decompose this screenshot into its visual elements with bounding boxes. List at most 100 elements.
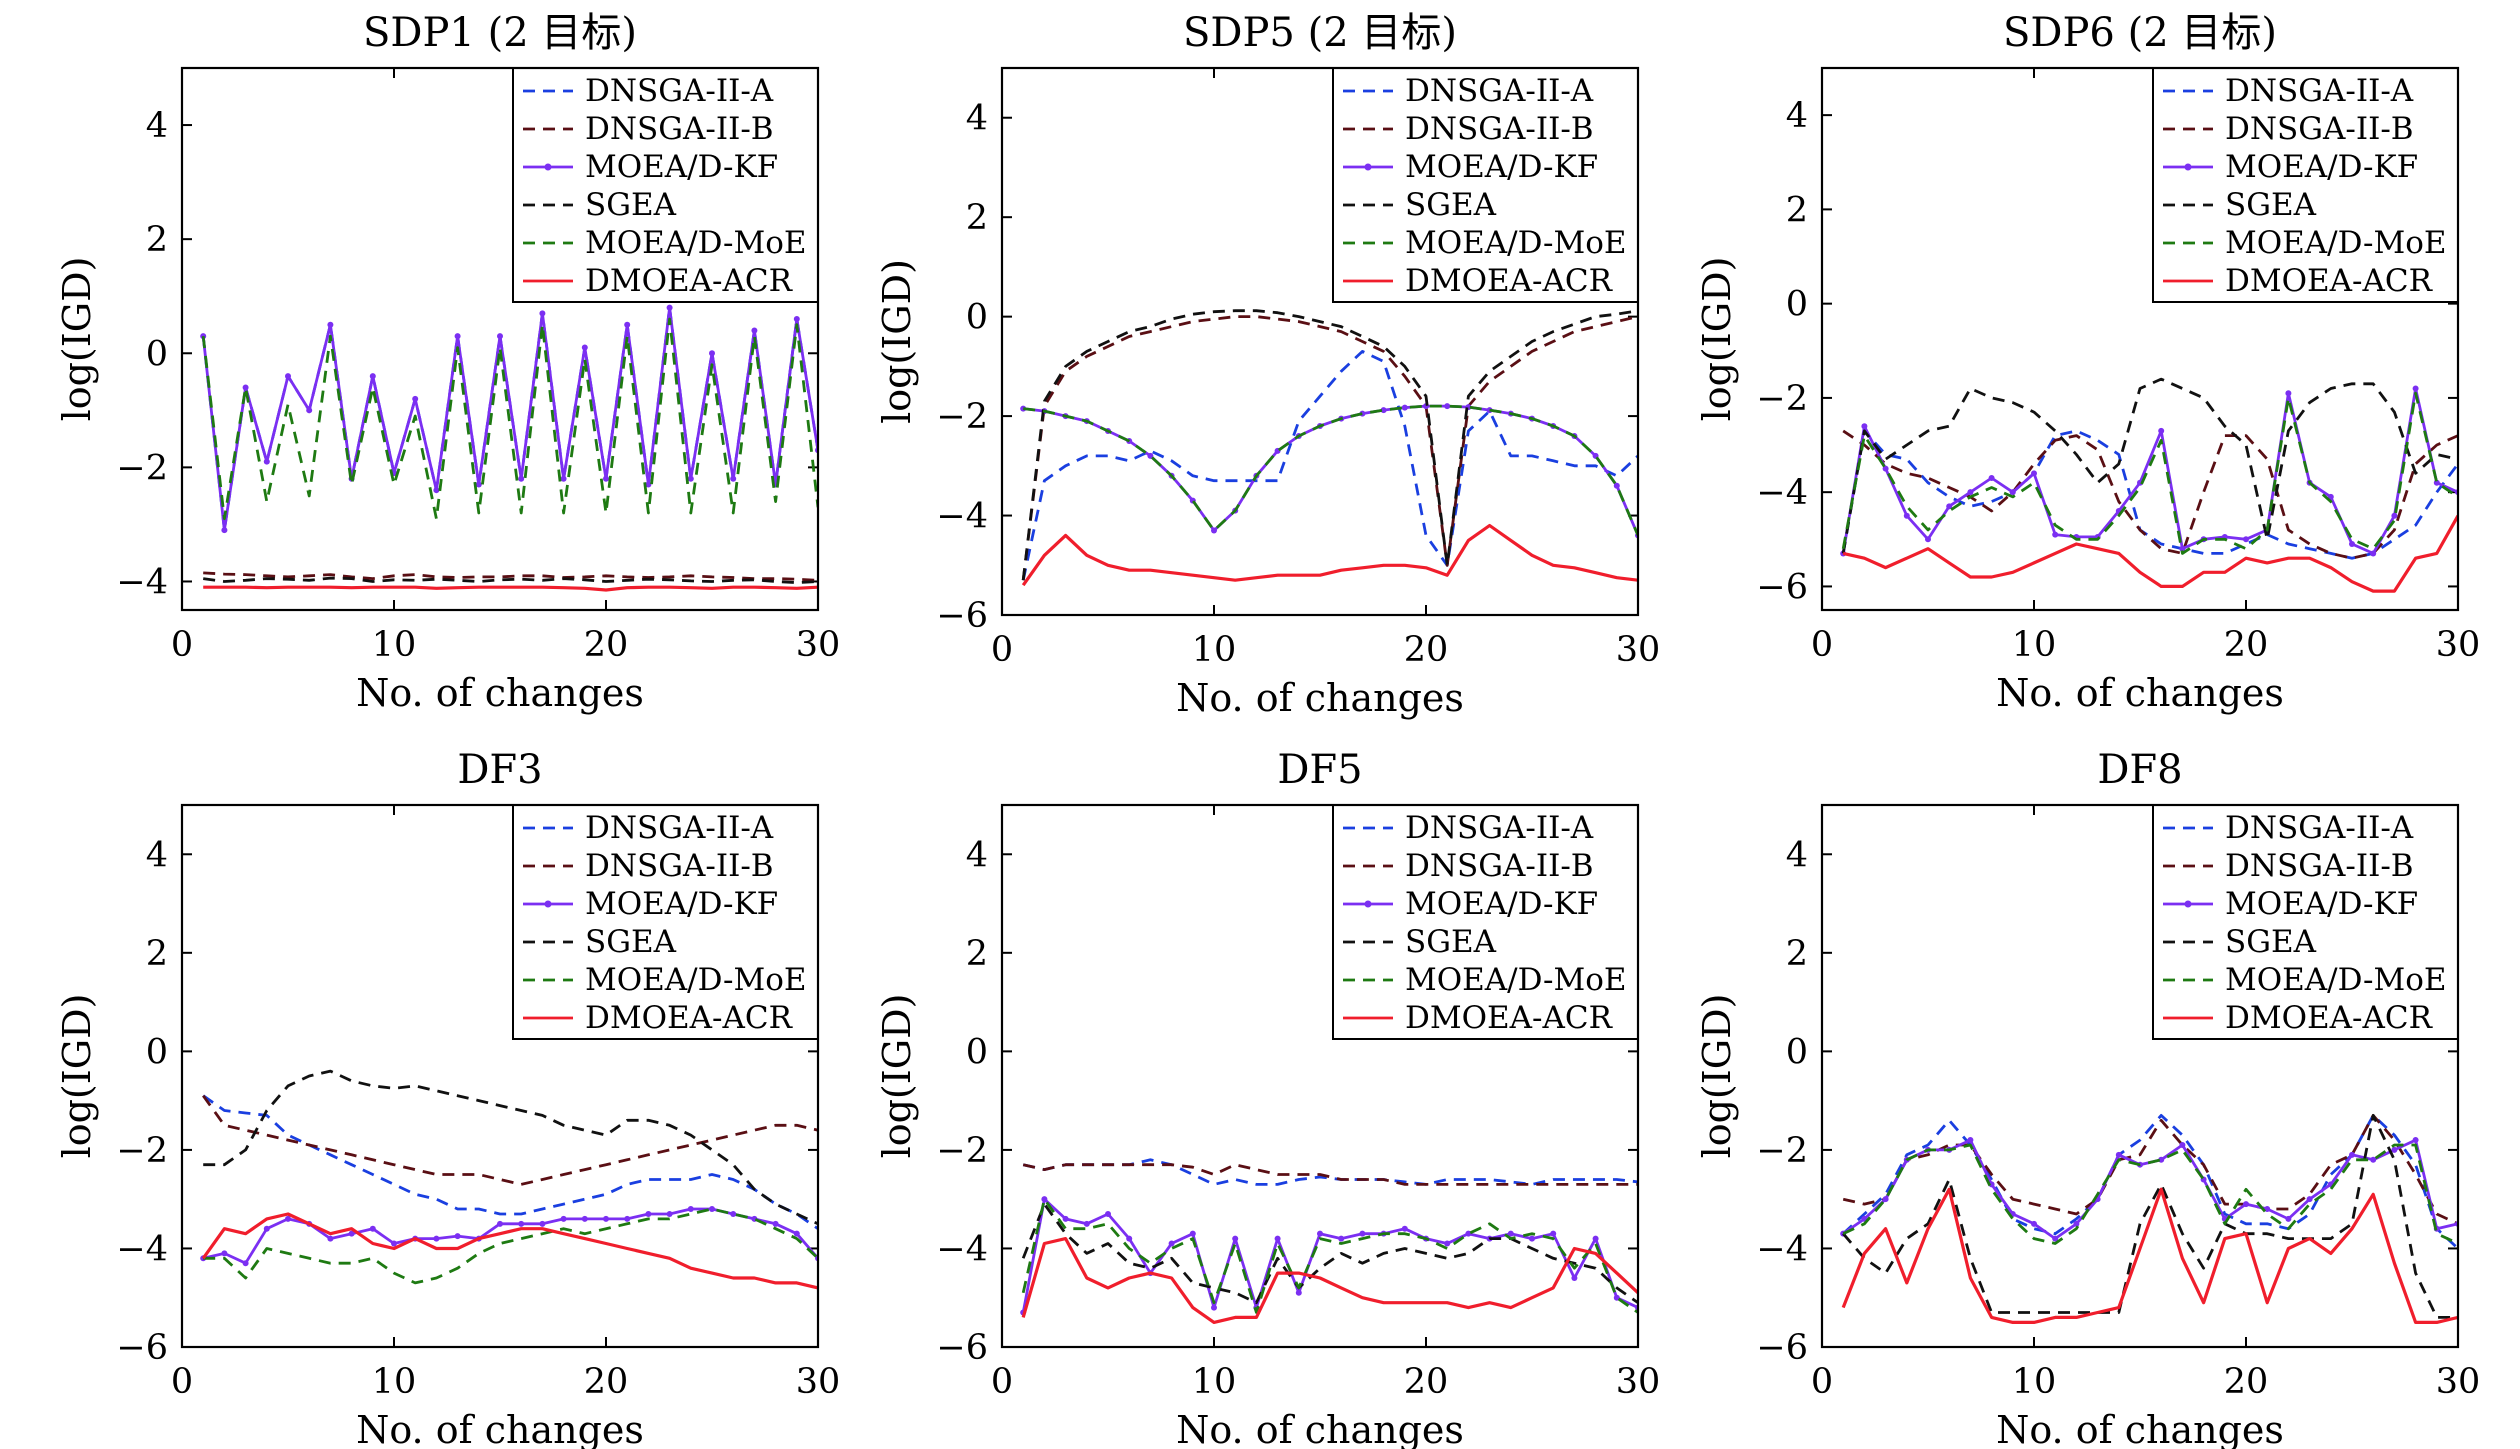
series-point <box>348 1230 355 1237</box>
series-line-sgea <box>1841 377 2458 554</box>
series-point <box>666 1210 673 1217</box>
series-point <box>454 1233 461 1240</box>
y-tick-label: −2 <box>936 397 988 437</box>
series-point <box>2052 531 2059 538</box>
series-point <box>2412 385 2419 392</box>
series-point <box>306 407 313 414</box>
series-group <box>1020 1158 1638 1325</box>
x-tick-label: 10 <box>1192 630 1237 670</box>
series-point <box>369 1225 376 1232</box>
legend-label: SGEA <box>1405 924 1497 960</box>
legend-label: MOEA/D-KF <box>1405 886 1598 922</box>
legend-label: MOEA/D-MoE <box>1405 225 1627 261</box>
series-point <box>2115 1151 2122 1158</box>
y-tick-label: −2 <box>116 448 168 488</box>
legend-label: MOEA/D-KF <box>1405 149 1598 185</box>
series-point <box>2179 1141 2186 1148</box>
chart-title: DF8 <box>2097 747 2182 793</box>
y-tick-label: 2 <box>1786 934 1808 974</box>
series-point <box>1592 1235 1599 1242</box>
series-point <box>2327 493 2334 500</box>
series-point <box>603 475 609 482</box>
legend-marker <box>544 900 552 908</box>
x-tick-label: 20 <box>1404 630 1449 670</box>
series-point <box>518 1220 525 1227</box>
series-point <box>539 1220 546 1227</box>
y-tick-label: −6 <box>936 596 988 636</box>
series-point <box>391 1240 397 1247</box>
legend-box <box>512 804 819 1040</box>
series-line-dnsga-ii-a <box>1021 349 1638 581</box>
series-line-dmoea-acr <box>1021 523 1638 587</box>
x-tick-label: 10 <box>2012 625 2057 665</box>
y-axis-label: log(IGD) <box>875 259 919 424</box>
y-tick-label: −4 <box>116 562 168 602</box>
series-line-dnsga-ii-b <box>1842 429 2458 560</box>
series-point <box>560 475 567 482</box>
series-point <box>2073 1220 2080 1227</box>
x-tick-label: 20 <box>584 1362 629 1402</box>
y-tick-label: −6 <box>936 1328 988 1368</box>
series-point <box>518 475 525 482</box>
series-line-dnsga-ii-a <box>1841 429 2458 560</box>
series-point <box>1571 1275 1578 1282</box>
legend-label: DNSGA-II-B <box>585 848 774 884</box>
y-tick-label: 2 <box>966 934 988 974</box>
series-point <box>2009 489 2016 496</box>
chart-title: DF3 <box>457 747 542 793</box>
legend-marker <box>2184 163 2192 171</box>
x-axis-label: No. of changes <box>1176 1408 1464 1449</box>
series-point <box>1925 536 1931 543</box>
series-point <box>2306 1196 2313 1203</box>
series-line-dnsga-ii-a <box>1842 1114 2458 1250</box>
legend-label: DNSGA-II-A <box>585 810 774 846</box>
series-point <box>751 327 758 334</box>
series-point <box>603 1215 609 1222</box>
y-tick-label: −2 <box>116 1131 168 1171</box>
series-point <box>454 333 461 340</box>
chart-panel-6: DF8 0 10 20 30 −6 −4 −2 0 2 4 No. of changes log(IGD… <box>1695 747 2480 1449</box>
y-axis-label: log(IGD) <box>55 257 99 422</box>
legend-marker <box>1364 163 1372 171</box>
chart-panel-2: SDP5 (2 目标) 0 10 20 30 −6 −4 −2 0 2 4 No. of change… <box>875 10 1660 720</box>
legend-label: DMOEA-ACR <box>1405 263 1614 299</box>
series-point <box>1359 1230 1366 1237</box>
y-tick-label: −4 <box>936 497 988 537</box>
series-point <box>369 373 376 380</box>
y-axis-label: log(IGD) <box>1695 994 1739 1159</box>
x-axis-label: No. of changes <box>356 1408 644 1449</box>
series-point <box>730 1210 737 1217</box>
legend-label: DNSGA-II-B <box>585 111 774 147</box>
y-tick-label: 2 <box>1786 190 1808 230</box>
y-tick-label: −2 <box>1756 379 1808 419</box>
y-tick-label: 2 <box>966 198 988 238</box>
chart-title: SDP5 (2 目标) <box>1183 10 1457 56</box>
x-tick-label: 30 <box>796 1362 841 1402</box>
series-point <box>1062 1215 1069 1222</box>
series-line-dnsga-ii-a <box>201 306 818 532</box>
series-point <box>285 373 291 380</box>
series-point <box>327 321 334 328</box>
y-tick-label: −4 <box>116 1229 168 1269</box>
series-point <box>2349 541 2355 548</box>
y-tick-label: −6 <box>116 1328 168 1368</box>
legend-label: SGEA <box>2225 924 2317 960</box>
y-tick-label: −4 <box>1756 473 1808 513</box>
series-point <box>1105 1210 1111 1217</box>
y-tick-label: 4 <box>146 835 168 875</box>
legend-label: MOEA/D-KF <box>2225 149 2418 185</box>
legend-label: MOEA/D-KF <box>585 149 778 185</box>
legend-label: DMOEA-ACR <box>585 1000 794 1036</box>
series-point <box>581 344 588 351</box>
x-tick-label: 10 <box>2012 1362 2057 1402</box>
legend-box <box>512 67 819 303</box>
series-point <box>1041 1196 1048 1203</box>
plot-frame <box>1000 66 1640 617</box>
series-point <box>1126 1235 1133 1242</box>
x-tick-label: 30 <box>2436 1362 2481 1402</box>
legend-label: MOEA/D-MoE <box>585 225 807 261</box>
series-point <box>2370 1156 2377 1163</box>
x-tick-label: 10 <box>1192 1362 1237 1402</box>
y-tick-label: −6 <box>1756 567 1808 607</box>
